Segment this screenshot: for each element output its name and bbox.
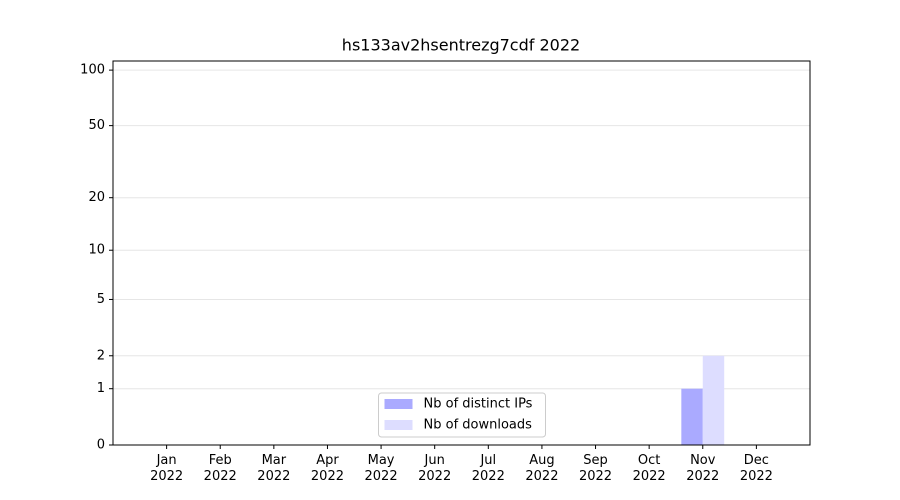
x-tick-label: Jun 2022 xyxy=(418,453,452,484)
legend-box xyxy=(378,392,546,438)
y-tick-label: 5 xyxy=(97,292,105,307)
bar xyxy=(702,355,725,445)
bar xyxy=(681,388,703,445)
y-tick-label: 50 xyxy=(88,118,105,133)
legend-label: Nb of downloads xyxy=(424,418,533,433)
x-tick-label: Nov 2022 xyxy=(686,453,720,484)
plot-frame xyxy=(112,60,811,446)
x-tick-label: Jul 2022 xyxy=(471,453,505,484)
x-tick-label: Mar 2022 xyxy=(257,453,291,484)
y-tick-label: 10 xyxy=(88,243,105,258)
y-tick-label: 0 xyxy=(97,438,105,453)
x-tick-label: May 2022 xyxy=(364,453,398,484)
legend-label: Nb of distinct IPs xyxy=(424,397,533,412)
x-tick-label: Feb 2022 xyxy=(203,453,237,484)
y-tick-label: 100 xyxy=(80,63,105,78)
legend-swatch xyxy=(384,420,413,430)
x-tick-label: Apr 2022 xyxy=(310,453,344,484)
x-tick-label: Dec 2022 xyxy=(739,453,773,484)
x-tick-label: Sep 2022 xyxy=(578,453,613,484)
y-tick-label: 2 xyxy=(97,348,105,363)
y-tick-label: 1 xyxy=(97,381,105,396)
x-tick-label: Oct 2022 xyxy=(632,453,666,484)
y-tick-label: 20 xyxy=(88,190,105,205)
legend-swatch xyxy=(384,399,413,409)
x-tick-label: Aug 2022 xyxy=(525,453,559,484)
chart-title: hs133av2hsentrezg7cdf 2022 xyxy=(342,36,580,55)
x-tick-label: Jan 2022 xyxy=(150,453,184,484)
